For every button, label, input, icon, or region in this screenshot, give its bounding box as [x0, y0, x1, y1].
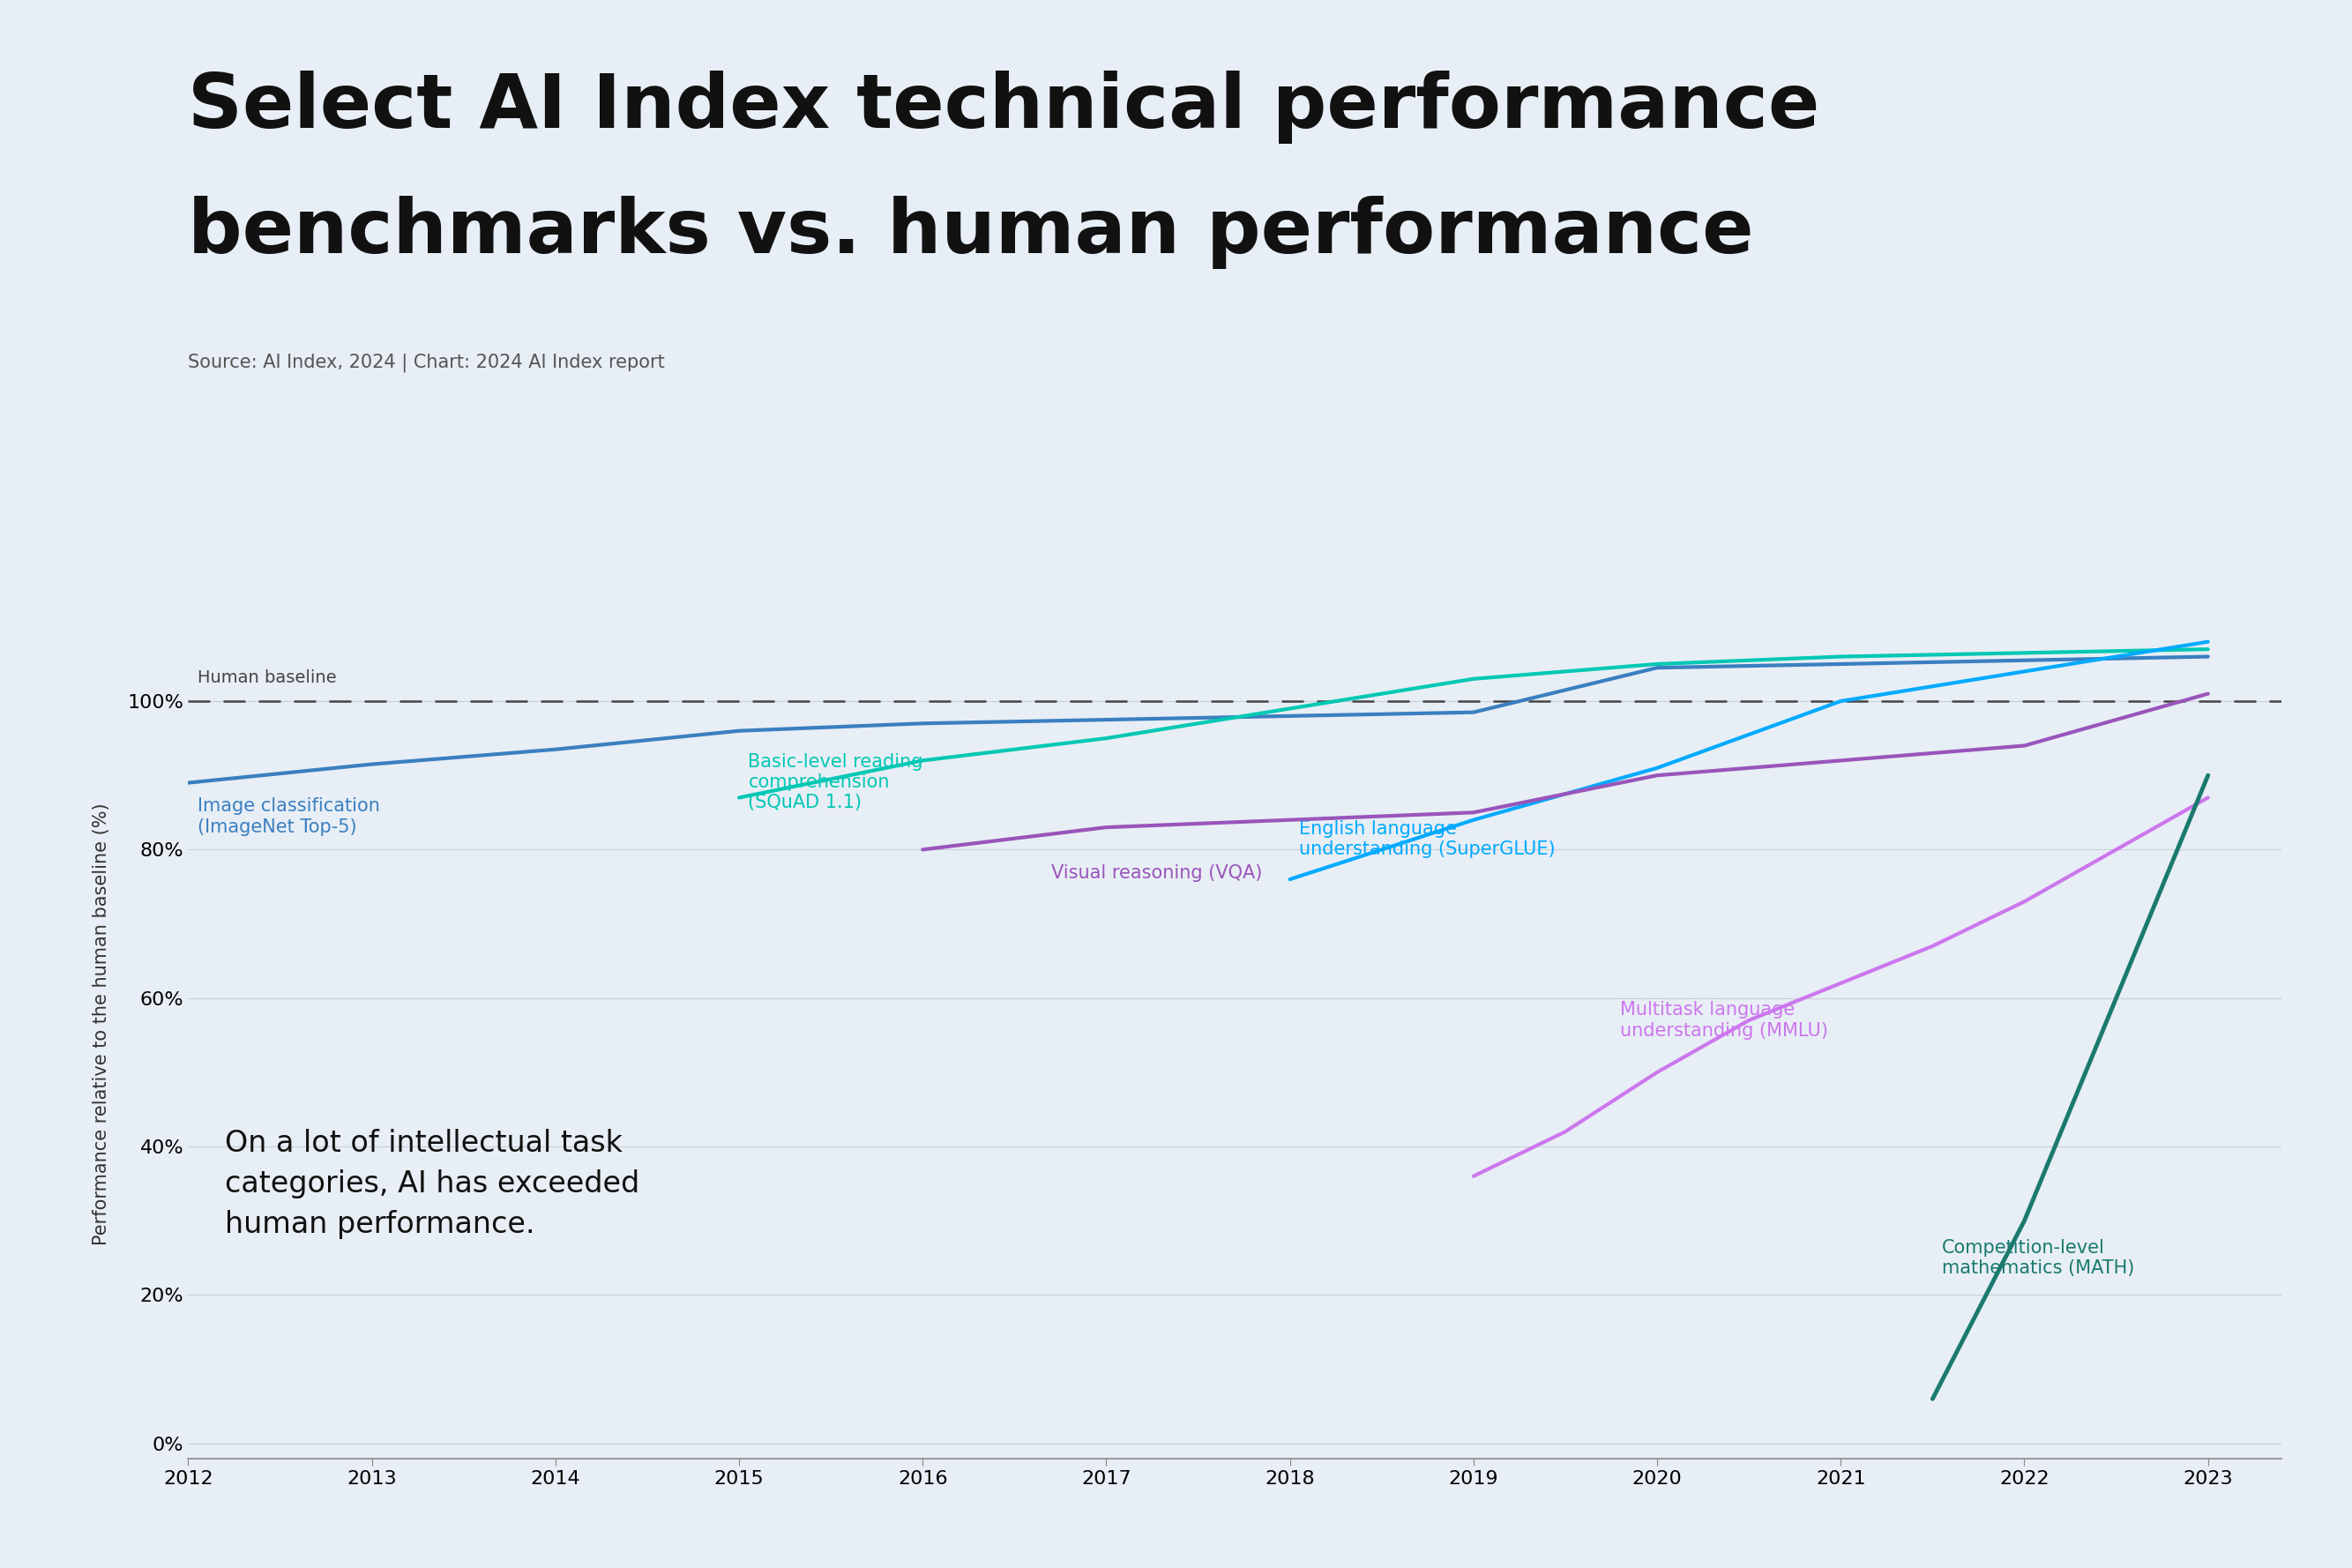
Y-axis label: Performance relative to the human baseline (%): Performance relative to the human baseli…	[92, 803, 111, 1245]
Text: Source: AI Index, 2024 | Chart: 2024 AI Index report: Source: AI Index, 2024 | Chart: 2024 AI …	[188, 353, 666, 372]
Text: Select AI Index technical performance: Select AI Index technical performance	[188, 71, 1820, 144]
Text: Basic-level reading
comprehension
(SQuAD 1.1): Basic-level reading comprehension (SQuAD…	[748, 753, 924, 812]
Text: On a lot of intellectual task
categories, AI has exceeded
human performance.: On a lot of intellectual task categories…	[226, 1129, 640, 1239]
Text: benchmarks vs. human performance: benchmarks vs. human performance	[188, 196, 1755, 270]
Text: Human baseline: Human baseline	[198, 670, 336, 687]
Text: Competition-level
mathematics (MATH): Competition-level mathematics (MATH)	[1943, 1239, 2133, 1276]
Text: English language
understanding (SuperGLUE): English language understanding (SuperGLU…	[1298, 820, 1555, 858]
Text: Multitask language
understanding (MMLU): Multitask language understanding (MMLU)	[1621, 1002, 1828, 1040]
Text: Visual reasoning (VQA): Visual reasoning (VQA)	[1051, 864, 1263, 883]
Text: Image classification
(ImageNet Top-5): Image classification (ImageNet Top-5)	[198, 798, 379, 836]
